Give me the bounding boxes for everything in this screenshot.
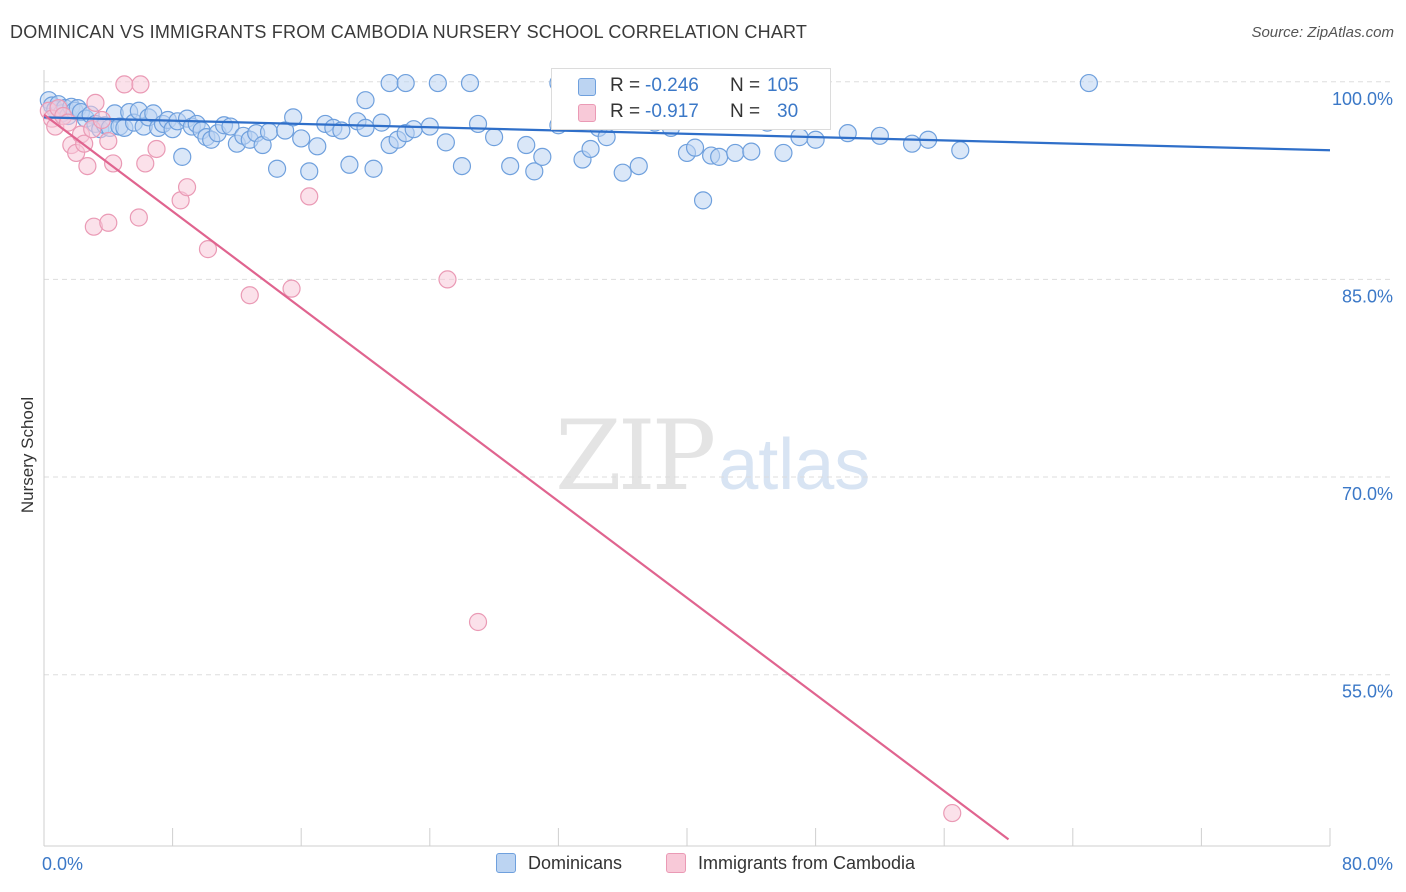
dominicans-point [902,134,922,153]
dominicans-point [452,156,472,176]
dominicans-trend-line [43,116,1331,152]
cambodia-point [147,139,166,159]
dominicans-point [173,147,192,166]
dominicans-point [726,143,745,163]
dominicans-point [613,163,632,182]
dominicans-point [372,113,391,132]
dominicans-point [380,73,399,93]
dominicans-point [1079,73,1098,93]
n-label: N = [730,101,761,122]
dominicans-point [501,156,520,176]
dominicans-point [460,73,480,93]
dominicans-point [300,162,319,181]
cambodia-point [282,279,301,298]
dominicans-point [436,133,455,152]
cambodia-point [943,803,962,823]
legend-swatch-pink [578,104,596,122]
dominicans-point [485,128,504,147]
cambodia-point [78,156,97,176]
cambodia-point [198,240,218,259]
series-legend: Dominicans Immigrants from Cambodia [0,850,1406,880]
legend-swatch-blue [578,78,596,96]
cambodia-point [131,75,150,94]
cambodia-point [99,131,118,151]
dominicans-point [870,126,890,145]
dominicans-point [292,129,311,148]
legend-row-dominicans: R = -0.246 N = 105 [552,74,830,100]
r-label: R = [610,101,641,122]
cambodia-point [300,187,319,206]
x-tick-label: 0.0% [42,854,83,874]
dominicans-point [742,142,761,161]
chart-title: DOMINICAN VS IMMIGRANTS FROM CAMBODIA NU… [10,22,808,42]
source-label: Source: ZipAtlas.com [1251,24,1394,41]
cambodia-trend-line [43,113,1010,841]
dominicans-point [267,159,287,178]
y-tick-label: 70.0% [1342,484,1393,504]
cambodia-point [468,612,488,632]
cambodia-point [115,75,134,94]
dominicans-point [356,118,375,137]
cambodia-point [104,154,123,173]
dominicans-point [428,73,447,93]
dominicans-point [396,73,415,93]
legend-swatch-pink [666,853,686,873]
cambodia-point [86,93,105,112]
y-tick-label: 85.0% [1342,286,1393,306]
n-value: 30 [777,101,799,122]
dominicans-point [404,120,423,139]
y-tick-label: 55.0% [1342,682,1393,702]
cambodia-point [129,208,148,227]
dominicans-point [581,139,600,159]
dominicans-point [468,114,488,134]
dominicans-point [525,162,544,181]
dominicans-point [951,141,970,160]
dominicans-point [629,156,648,176]
dominicans-point [284,108,303,127]
dominicans-point [774,143,793,163]
dominicans-point [259,122,279,141]
dominicans-point [517,135,536,155]
dominicans-point [356,91,375,110]
dominicans-point [364,159,383,178]
n-label: N = [730,75,761,96]
dominicans-point [806,130,825,149]
legend-label: Dominicans [528,853,623,873]
dominicans-point [710,147,729,166]
cambodia-point [136,154,155,173]
dominicans-point [685,138,705,157]
correlation-legend: R = -0.246 N = 105 R = -0.917 N = 30 [551,68,831,130]
dominicans-point [332,121,351,140]
cambodia-point [240,286,259,305]
cambodia-point [177,178,197,197]
dominicans-point [276,121,295,140]
r-label: R = [610,75,641,96]
r-value: -0.917 [645,101,699,122]
dominicans-point [308,137,327,156]
cambodia-point [99,213,118,232]
y-tick-label: 100.0% [1332,89,1393,109]
legend-row-cambodia: R = -0.917 N = 30 [552,100,830,126]
dominicans-point [340,155,359,174]
cambodia-point [438,270,457,289]
r-value: -0.246 [645,75,699,96]
dominicans-point [533,147,552,166]
x-tick-label: 80.0% [1342,854,1393,874]
legend-label: Immigrants from Cambodia [698,853,916,873]
legend-swatch-blue [496,853,516,873]
n-value: 105 [767,75,799,96]
dominicans-point [693,191,713,210]
